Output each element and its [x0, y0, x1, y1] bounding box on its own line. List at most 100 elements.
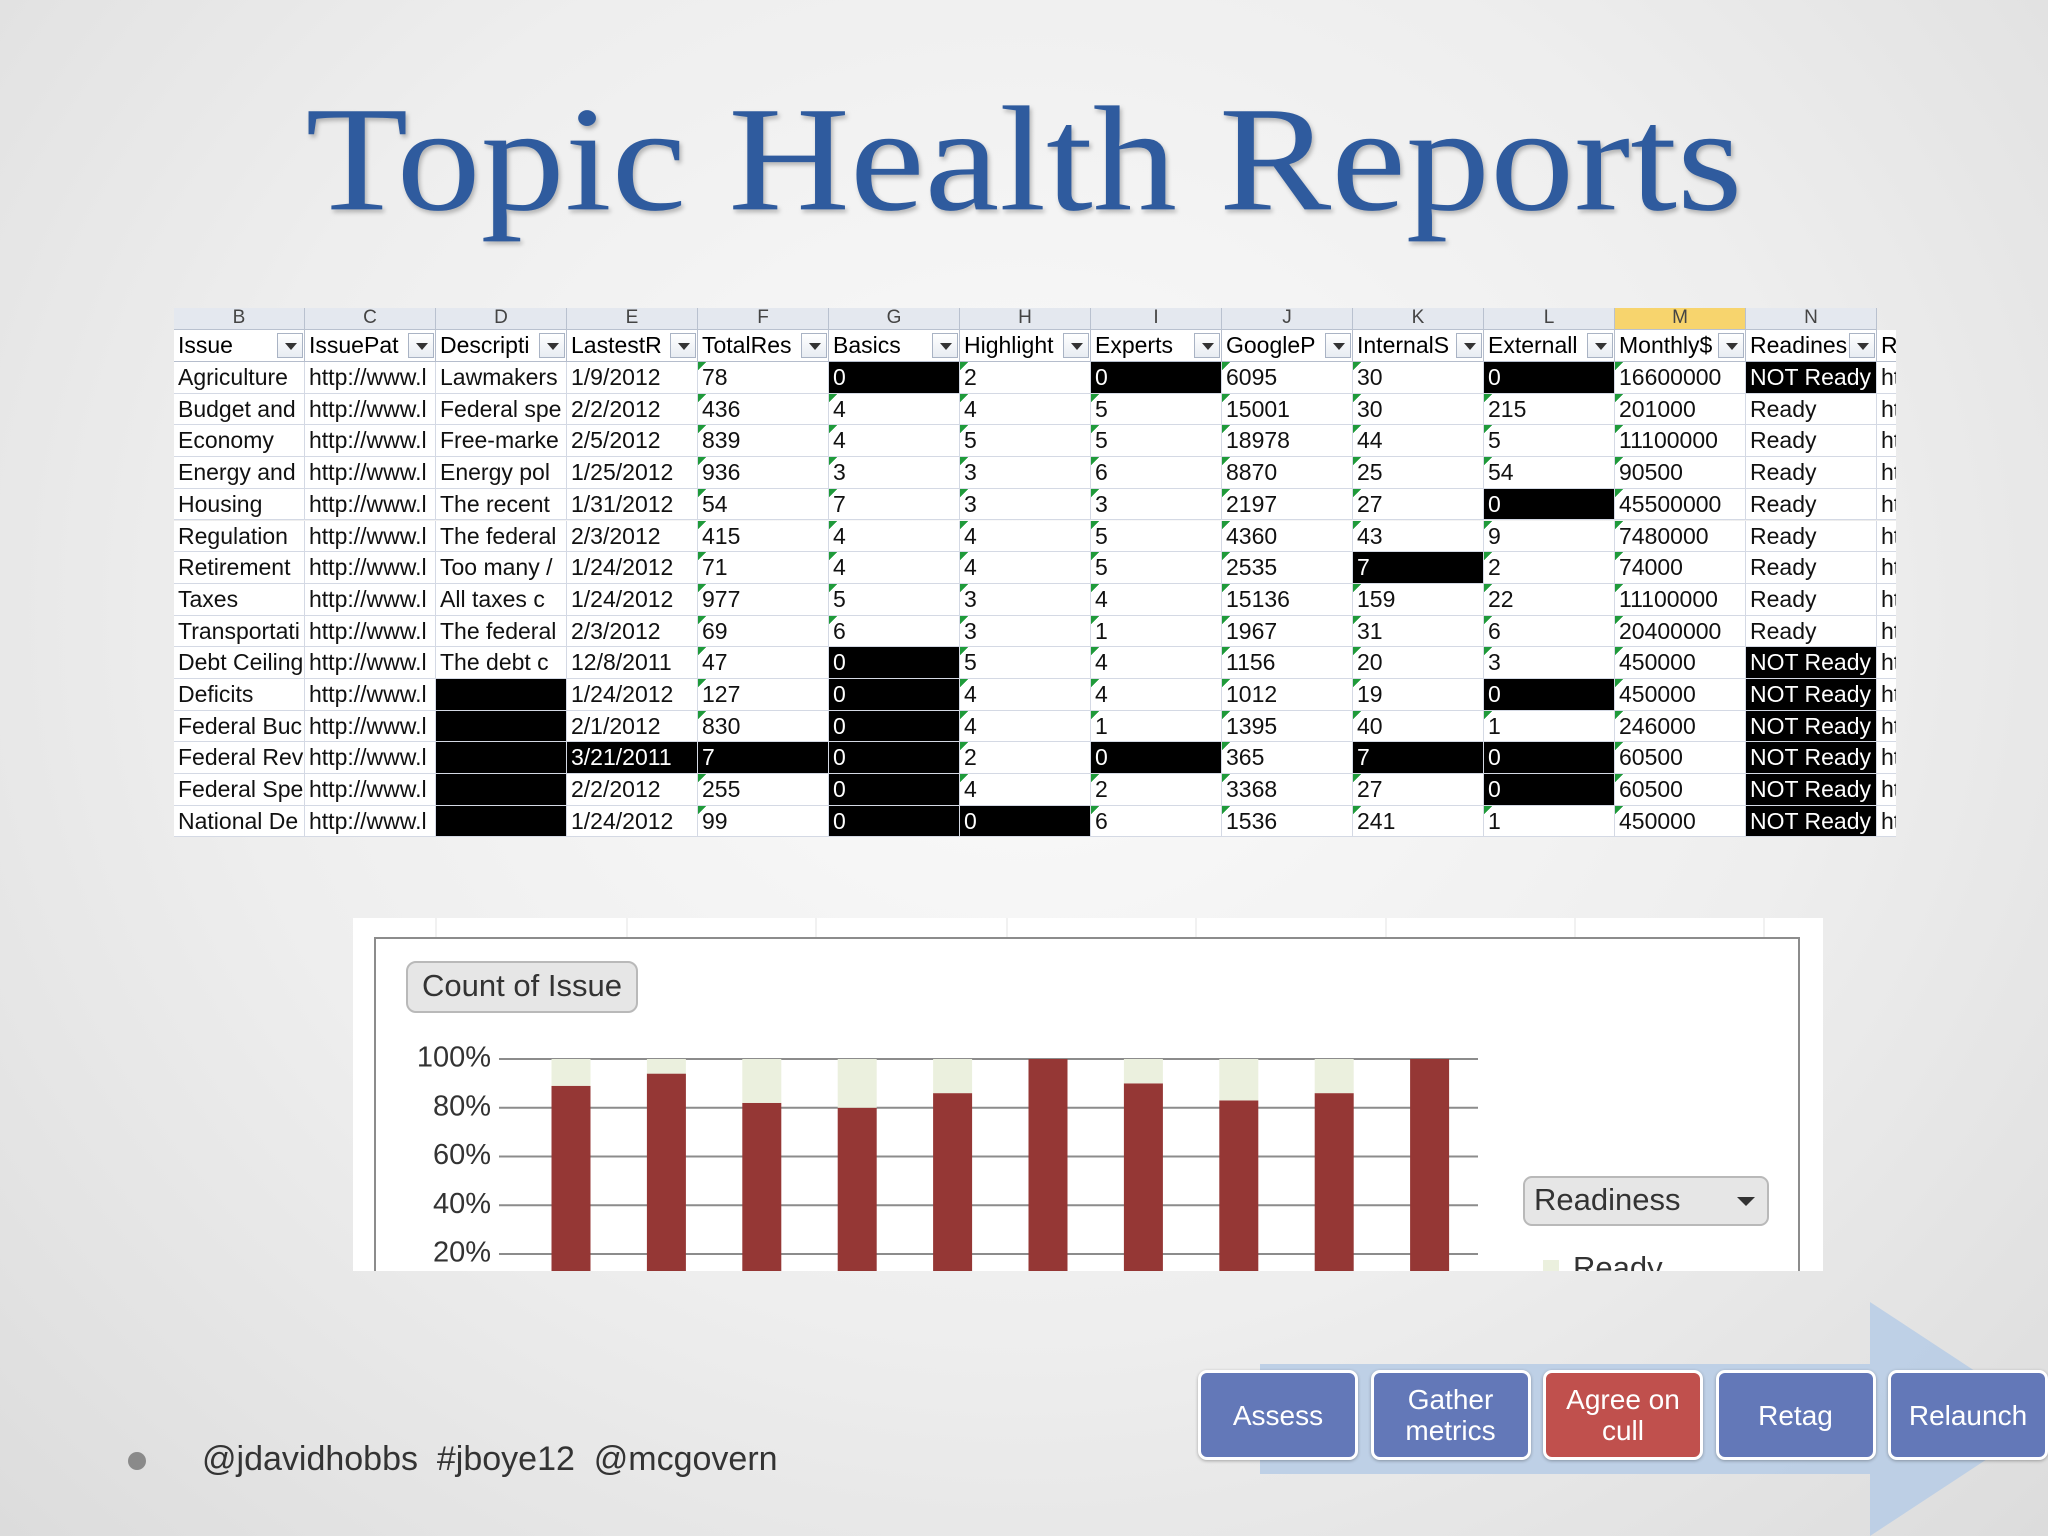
filter-dropdown — [1325, 333, 1351, 358]
cell: 4 — [1091, 679, 1222, 711]
cell: 3 — [960, 583, 1091, 616]
cell: 1 — [1484, 710, 1615, 743]
cell: Federal Rev — [174, 742, 305, 775]
cell: ht — [1877, 774, 1896, 806]
cell: ht — [1877, 425, 1896, 458]
cell: 0 — [1484, 362, 1615, 394]
cell: 4 — [829, 520, 960, 553]
cell: 0 — [1484, 488, 1615, 521]
y-tick-label: 40% — [433, 1188, 491, 1220]
bar-segment — [551, 1085, 591, 1271]
cell: 3 — [960, 457, 1091, 489]
cell: Taxes — [174, 583, 305, 616]
cell: Ready — [1746, 615, 1877, 648]
process-step: Gather metrics — [1370, 1370, 1531, 1460]
cell: Budget and — [174, 393, 305, 426]
cell: Transportati — [174, 615, 305, 648]
cell: http://www.l — [305, 457, 436, 489]
cell: 1/25/2012 — [567, 457, 698, 489]
cell: 60500 — [1615, 742, 1746, 775]
column-header: Experts — [1091, 330, 1222, 362]
cell — [436, 679, 567, 711]
cell: 4 — [1091, 647, 1222, 679]
cell: 16600000 — [1615, 362, 1746, 394]
cell — [436, 774, 567, 806]
cell: 7 — [829, 488, 960, 521]
cell: 365 — [1222, 742, 1353, 775]
column-header: TotalRes — [698, 330, 829, 362]
cell: 3/21/2011 — [567, 742, 698, 775]
cell: NOT Ready — [1746, 805, 1877, 838]
cell: ht — [1877, 393, 1896, 426]
bullet-text: @jdavidhobbs #jboye12 @mcgovern — [202, 1440, 778, 1478]
cell: 54 — [698, 488, 829, 521]
cell: ht — [1877, 710, 1896, 743]
cell: Regulation — [174, 520, 305, 553]
cell: 5 — [960, 647, 1091, 679]
process-step: Agree on cull — [1543, 1370, 1703, 1460]
cell: ht — [1877, 488, 1896, 521]
cell: http://www.l — [305, 362, 436, 394]
legend-field-button — [1523, 1176, 1769, 1226]
column-header: Highlight — [960, 330, 1091, 362]
column-letter: E — [567, 308, 698, 330]
cell: 1/31/2012 — [567, 488, 698, 521]
cell: ht — [1877, 457, 1896, 489]
cell: All taxes c — [436, 583, 567, 616]
column-header: Descripti — [436, 330, 567, 362]
column-header: Issue — [174, 330, 305, 362]
cell: 2/2/2012 — [567, 774, 698, 806]
cell: 4 — [1091, 583, 1222, 616]
cell: NOT Ready — [1746, 742, 1877, 775]
cell: 5 — [1484, 425, 1615, 458]
column-header: LastestR — [567, 330, 698, 362]
cell: 1/24/2012 — [567, 552, 698, 584]
column-header: Externall — [1484, 330, 1615, 362]
header-text: IssuePat — [309, 332, 399, 358]
slide-title: Topic Health Reports — [306, 76, 1743, 242]
bar-segment — [646, 1073, 686, 1271]
filter-dropdown — [277, 333, 303, 358]
cell: 25 — [1353, 457, 1484, 489]
cell: 3 — [829, 457, 960, 489]
cell: 0 — [829, 774, 960, 806]
cell: http://www.l — [305, 583, 436, 616]
cell: 30 — [1353, 393, 1484, 426]
cell: 246000 — [1615, 710, 1746, 743]
chart: Count of Issue Readiness 20% 40% 60% 80% 100… — [353, 918, 1823, 1271]
cell: 5 — [1091, 520, 1222, 553]
cell: 20 — [1353, 647, 1484, 679]
bar-segment — [1314, 1059, 1354, 1094]
cell: Debt Ceiling — [174, 647, 305, 679]
spreadsheet: B C D E F G H I J K L M N Issue IssuePat Descripti Laste… — [174, 308, 1896, 838]
cell: 8870 — [1222, 457, 1353, 489]
cell: http://www.l — [305, 488, 436, 521]
cell: 839 — [698, 425, 829, 458]
header-text: Readines — [1750, 332, 1848, 358]
header-text: Basics — [833, 332, 901, 358]
y-tick-label: 20% — [433, 1237, 491, 1269]
cell: 18978 — [1222, 425, 1353, 458]
cell: ht — [1877, 615, 1896, 648]
filter-dropdown — [1718, 333, 1744, 358]
column-letter: C — [305, 308, 436, 330]
cell: 99 — [698, 805, 829, 838]
header-text: Issue — [178, 332, 233, 358]
column-header: IssuePat — [305, 330, 436, 362]
cell: 2 — [1091, 774, 1222, 806]
filter-dropdown — [1063, 333, 1089, 358]
cell: 450000 — [1615, 805, 1746, 838]
cell: NOT Ready — [1746, 647, 1877, 679]
cell: NOT Ready — [1746, 679, 1877, 711]
cell: 1/24/2012 — [567, 805, 698, 838]
cell: The federal — [436, 520, 567, 553]
cell: NOT Ready — [1746, 774, 1877, 806]
legend-title: Readiness — [1534, 1182, 1680, 1217]
cell: 436 — [698, 393, 829, 426]
cell: 7 — [1353, 742, 1484, 775]
cell: 11100000 — [1615, 583, 1746, 616]
cell: 830 — [698, 710, 829, 743]
cell: Federal spe — [436, 393, 567, 426]
column-letter: D — [436, 308, 567, 330]
